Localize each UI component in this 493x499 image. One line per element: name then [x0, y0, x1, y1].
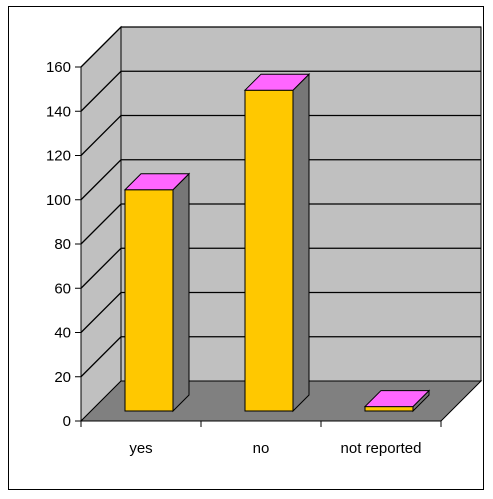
y-tick-label: 120: [46, 148, 71, 165]
y-tick-label: 100: [46, 192, 71, 209]
bar-yes: [123, 172, 191, 413]
y-tick-label: 60: [54, 280, 71, 297]
bar-top: [363, 390, 431, 408]
bar-front: [124, 189, 174, 412]
bar-not-reported: [363, 389, 431, 413]
bar-side: [172, 172, 190, 413]
x-category-label: no: [253, 440, 270, 457]
chart-frame: 0 20 40 60 80 100 120 140 160 yes no not reported: [8, 6, 484, 490]
gridline: [80, 336, 481, 378]
y-tick-label: 0: [63, 413, 71, 430]
bar-side: [292, 72, 310, 413]
x-category-labels: yes no not reported: [129, 440, 421, 457]
gridline: [80, 247, 481, 289]
axes: [75, 66, 442, 427]
bar-top: [123, 173, 191, 191]
bar-front: [244, 89, 294, 412]
bars: [123, 72, 431, 413]
y-tick-labels: 0 20 40 60 80 100 120 140 160: [46, 59, 71, 430]
y-tick-label: 20: [54, 369, 71, 386]
y-tick-label: 40: [54, 325, 71, 342]
x-category-label: yes: [129, 440, 152, 457]
gridline: [80, 291, 481, 333]
x-category-label: not reported: [341, 440, 422, 457]
gridline: [80, 159, 481, 201]
bar-front: [364, 406, 414, 412]
gridlines: [80, 26, 481, 378]
gridline: [80, 70, 481, 112]
gridline: [80, 114, 481, 156]
y-tick-label: 140: [46, 103, 71, 120]
gridline: [80, 26, 481, 68]
bar-top: [243, 73, 311, 91]
y-tick-label: 80: [54, 236, 71, 253]
gridline: [80, 203, 481, 245]
bar-no: [243, 72, 311, 413]
y-tick-label: 160: [46, 59, 71, 76]
